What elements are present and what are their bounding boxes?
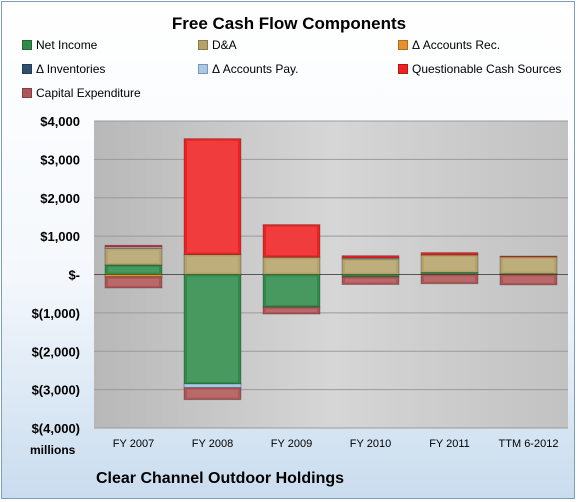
y-unit-label: millions [30, 443, 76, 457]
bar-highlight [187, 389, 238, 398]
bar-capital-expenditure [262, 306, 321, 315]
bar-highlight [345, 260, 396, 273]
bar-d-a [499, 256, 558, 275]
bar-highlight [345, 278, 396, 283]
bar-capital-expenditure [420, 274, 479, 285]
y-tick-label: $- [68, 268, 80, 283]
legend-item-delta-accounts-rec: Δ Accounts Rec. [398, 38, 500, 52]
x-tick-label: FY 2010 [350, 438, 391, 450]
legend-label: D&A [212, 38, 237, 52]
legend-swatch [398, 64, 408, 74]
bar-net-income [183, 274, 242, 385]
bar-highlight [108, 250, 159, 263]
bar-highlight [266, 276, 317, 306]
y-tick-label: $4,000 [40, 114, 80, 129]
bars [104, 138, 558, 401]
bar-highlight [424, 256, 475, 271]
bar-highlight [187, 256, 238, 273]
bar-highlight [503, 276, 554, 283]
legend-label: Δ Accounts Pay. [212, 62, 299, 76]
bar-questionable-cash-sources [499, 255, 558, 258]
y-tick-label: $(1,000) [32, 306, 80, 321]
y-axis-ticks: $4,000 $3,000 $2,000 $1,000 $- $(1,000) $(2,00… [32, 114, 80, 436]
bar-highlight [266, 259, 317, 273]
x-axis-ticks: FY 2007 FY 2008 FY 2009 FY 2010 FY 2011 TTM 6… [113, 438, 559, 450]
bar-highlight [424, 276, 475, 282]
legend-swatch [22, 40, 32, 50]
bar-questionable-cash-sources [104, 244, 163, 248]
bar-highlight [187, 276, 238, 382]
x-tick-label: FY 2008 [192, 438, 233, 450]
legend-label: Net Income [36, 38, 98, 52]
x-tick-label: TTM 6-2012 [499, 438, 559, 450]
y-tick-label: $1,000 [40, 229, 80, 244]
bar-highlight [266, 309, 317, 313]
x-tick-label: FY 2007 [113, 438, 154, 450]
y-tick-label: $3,000 [40, 152, 80, 167]
bar-questionable-cash-sources [183, 138, 242, 256]
legend-swatch [22, 88, 32, 98]
legend-item-capital-expenditure: Capital Expenditure [22, 86, 141, 100]
bar-questionable-cash-sources [262, 224, 321, 258]
bar-capital-expenditure [104, 276, 163, 289]
legend-swatch [198, 40, 208, 50]
legend-label: Δ Accounts Rec. [412, 38, 501, 52]
bar-highlight [108, 278, 159, 286]
x-tick-label: FY 2009 [271, 438, 312, 450]
bar-capital-expenditure [341, 276, 400, 285]
legend-item-delta-inventories: Δ Inventories [22, 62, 105, 76]
legend-item-questionable-cash-sources: Questionable Cash Sources [398, 62, 561, 76]
bar-highlight [266, 226, 317, 256]
bar-questionable-cash-sources [341, 255, 400, 259]
bar-capital-expenditure [183, 387, 242, 401]
x-tick-label: FY 2011 [429, 438, 470, 450]
legend-item-delta-accounts-pay: Δ Accounts Pay. [198, 62, 299, 76]
y-tick-label: $(4,000) [32, 421, 80, 436]
chart-title: Free Cash Flow Components [171, 14, 407, 33]
bar-net-income [262, 274, 321, 308]
gridlines [94, 120, 568, 429]
chart-subtitle: Clear Channel Outdoor Holdings [96, 470, 345, 487]
bar-highlight [503, 258, 554, 272]
bar-highlight [187, 140, 238, 253]
legend-label: Capital Expenditure [36, 86, 141, 100]
legend-swatch [198, 64, 208, 74]
legend-swatch [22, 64, 32, 74]
bar-capital-expenditure [499, 274, 558, 286]
y-tick-label: $(2,000) [32, 344, 80, 359]
legend-item-d-a: D&A [198, 38, 237, 52]
y-tick-label: $(3,000) [32, 383, 80, 398]
legend-swatch [398, 40, 408, 50]
bar-questionable-cash-sources [420, 252, 479, 256]
legend-label: Δ Inventories [36, 62, 106, 76]
legend-label: Questionable Cash Sources [412, 62, 562, 76]
bar-highlight [108, 266, 159, 273]
y-tick-label: $2,000 [40, 191, 80, 206]
legend-item-net-income: Net Income [22, 38, 97, 52]
bar-delta-accounts-pay [183, 383, 242, 389]
